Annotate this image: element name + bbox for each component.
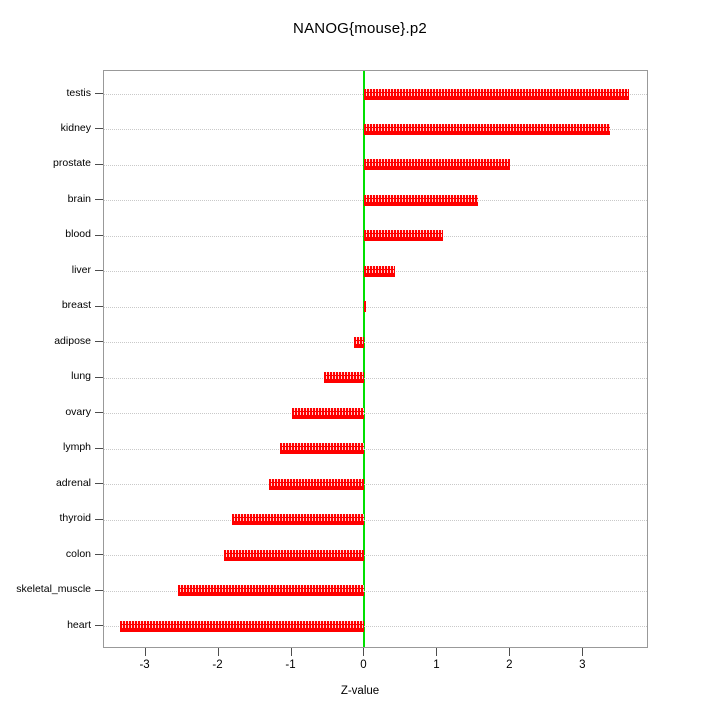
bar-colon[interactable]	[224, 549, 365, 561]
bar-blood[interactable]	[364, 230, 444, 242]
x-tick	[509, 648, 511, 656]
bar-hatch	[364, 198, 479, 202]
bar-kidney[interactable]	[364, 123, 610, 135]
y-tick-label-skeletal_muscle: skeletal_muscle	[16, 583, 91, 596]
y-tick	[95, 93, 103, 94]
bar-hatch	[120, 624, 365, 628]
y-tick-label-prostate: prostate	[53, 157, 91, 170]
y-tick-label-kidney: kidney	[60, 121, 91, 134]
gridline	[104, 626, 647, 627]
bar-hatch	[364, 92, 630, 96]
x-tick-label-3: 3	[579, 659, 586, 671]
y-tick-label-lung: lung	[71, 370, 91, 383]
x-tick-label--3: -3	[139, 659, 150, 671]
bar-thyroid[interactable]	[232, 514, 365, 526]
x-tick	[144, 648, 146, 656]
y-tick-label-breast: breast	[61, 299, 91, 312]
y-tick-label-testis: testis	[66, 86, 91, 99]
bar-hatch	[364, 269, 396, 273]
bar-hatch	[353, 340, 365, 344]
bar-lung[interactable]	[324, 372, 365, 384]
y-tick-label-adrenal: adrenal	[55, 476, 91, 489]
x-tick-label-1: 1	[433, 659, 440, 671]
x-tick	[363, 648, 365, 656]
x-tick-label-2: 2	[506, 659, 513, 671]
gridline	[104, 413, 647, 415]
gridline	[104, 306, 647, 308]
plot-area	[103, 70, 648, 648]
x-tick	[436, 648, 438, 656]
y-tick-label-blood: blood	[65, 228, 91, 241]
y-tick-label-thyroid: thyroid	[59, 512, 91, 525]
plot-inner	[104, 71, 647, 647]
gridline	[104, 342, 647, 344]
bar-heart[interactable]	[120, 620, 365, 632]
y-axis: testis kidney prostate brain blood liver breas…	[0, 70, 103, 648]
bar-hatch	[232, 518, 365, 522]
y-tick	[95, 589, 103, 591]
y-tick-label-brain: brain	[67, 192, 91, 205]
bar-adipose[interactable]	[353, 336, 365, 348]
bar-hatch	[364, 163, 511, 167]
y-tick	[95, 234, 103, 236]
x-axis-title: Z-value	[340, 685, 380, 697]
y-tick	[95, 376, 103, 378]
y-tick	[95, 518, 103, 520]
y-tick-label-liver: liver	[71, 263, 91, 276]
y-tick	[95, 447, 103, 449]
gridline	[104, 448, 647, 450]
bar-ovary[interactable]	[292, 407, 365, 419]
bar-hatch	[292, 411, 365, 415]
bar-hatch	[364, 305, 366, 309]
bar-hatch	[268, 482, 365, 486]
x-tick-label--1: -1	[285, 659, 296, 671]
zero-reference-line	[363, 71, 366, 647]
y-tick-label-ovary: ovary	[65, 405, 91, 418]
y-tick	[95, 163, 103, 165]
bar-hatch	[279, 447, 365, 451]
y-tick	[95, 483, 103, 485]
gridline	[104, 555, 647, 557]
bar-liver[interactable]	[364, 265, 396, 277]
chart-title: NANOG{mouse}.p2	[293, 20, 427, 37]
y-tick-label-colon: colon	[65, 547, 91, 560]
gridline	[104, 590, 647, 592]
y-tick	[95, 341, 103, 343]
y-tick	[95, 554, 103, 556]
bar-hatch	[177, 589, 365, 593]
bar-adrenal[interactable]	[268, 478, 365, 490]
y-tick-label-lymph: lymph	[62, 441, 91, 454]
bar-hatch	[364, 127, 610, 131]
x-tick	[290, 648, 292, 656]
x-tick	[217, 648, 219, 656]
x-axis: -3 -2 -1 0 1 2 3	[103, 648, 648, 708]
bar-hatch	[224, 553, 365, 557]
bar-testis[interactable]	[364, 88, 630, 100]
y-tick	[95, 412, 103, 414]
bar-breast[interactable]	[364, 301, 366, 313]
gridline	[104, 377, 647, 379]
bar-hatch	[364, 234, 444, 238]
y-tick-label-heart: heart	[67, 618, 91, 631]
y-tick	[95, 305, 103, 307]
bar-brain[interactable]	[364, 194, 479, 206]
bar-lymph[interactable]	[279, 443, 365, 455]
x-tick	[582, 648, 584, 656]
y-tick	[95, 128, 103, 130]
bar-skeletal_muscle[interactable]	[177, 585, 365, 597]
gridline	[104, 484, 647, 486]
bar-prostate[interactable]	[364, 159, 511, 171]
x-tick-label-0: 0	[360, 659, 367, 671]
gridline	[104, 519, 647, 521]
x-tick-label--2: -2	[212, 659, 223, 671]
bar-hatch	[324, 376, 365, 380]
y-tick	[95, 625, 103, 626]
y-tick-label-adipose: adipose	[54, 334, 91, 347]
y-tick	[95, 199, 103, 201]
y-tick	[95, 270, 103, 272]
